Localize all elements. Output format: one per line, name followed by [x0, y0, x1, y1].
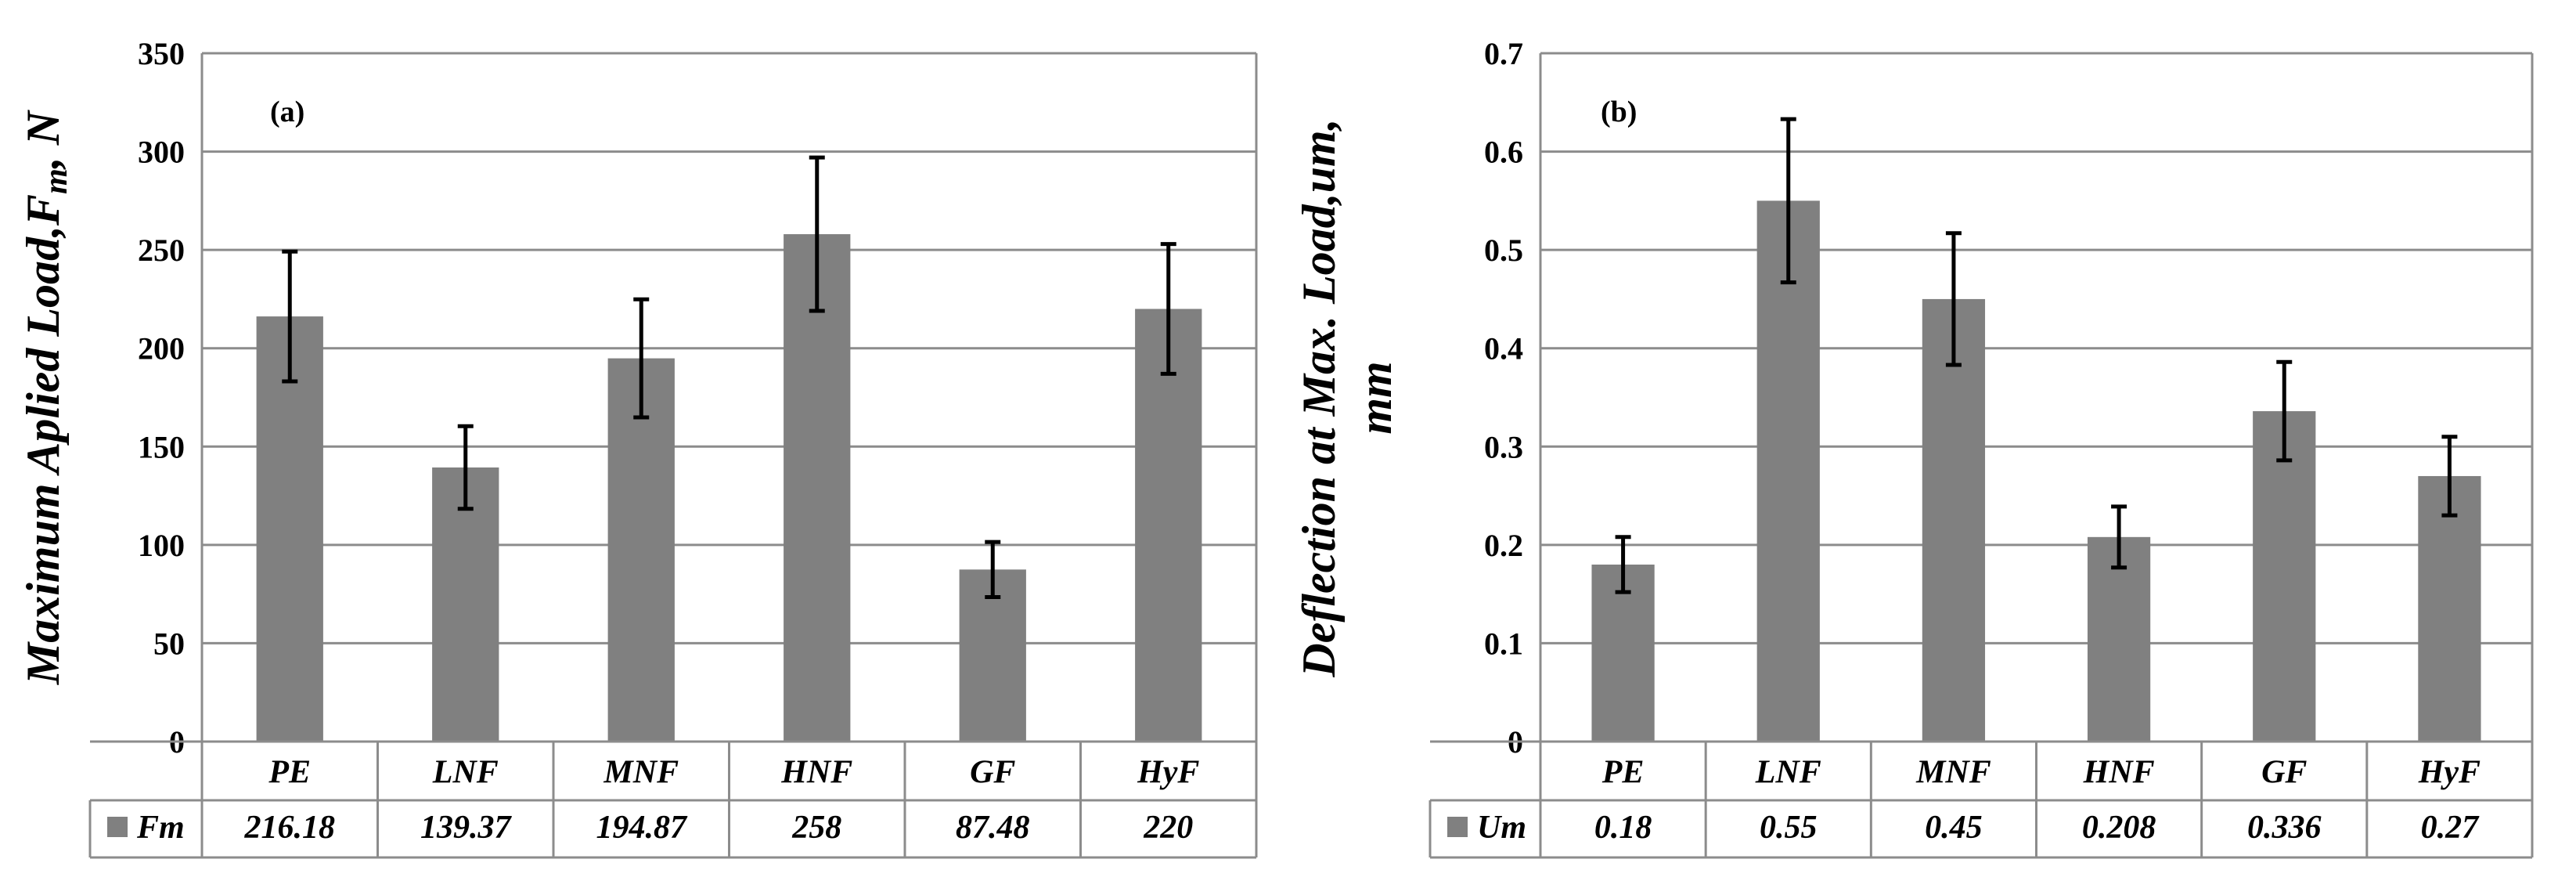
- y-tick-label: 0.3: [1484, 429, 1523, 464]
- category-label: LNF: [432, 755, 499, 791]
- panel-label: (b): [1601, 96, 1637, 128]
- bar-lnf: [432, 467, 499, 742]
- table-value-cell: 0.27: [2421, 810, 2481, 846]
- legend-swatch: [1447, 817, 1468, 837]
- table-value-cell: 0.336: [2247, 810, 2322, 846]
- y-tick-label: 350: [138, 36, 185, 71]
- category-label: PE: [1601, 755, 1645, 791]
- chart-panel-a: 050100150200250300350PE216.18LNF139.37MN…: [17, 36, 1258, 859]
- y-axis-title: Maximum Aplied Load,Fm, N: [17, 109, 74, 685]
- bar-hnf: [784, 234, 851, 742]
- table-value-cell: 0.55: [1760, 810, 1818, 846]
- legend-swatch: [107, 817, 128, 837]
- y-axis-title-line: mm: [1349, 361, 1401, 434]
- table-value-cell: 258: [791, 810, 841, 846]
- bar-mnf: [607, 358, 675, 742]
- table-value-cell: 0.45: [1925, 810, 1983, 846]
- category-label: LNF: [1755, 755, 1821, 791]
- bar-hnf: [2087, 536, 2151, 742]
- bar-lnf: [1756, 200, 1820, 742]
- y-tick-label: 250: [138, 233, 185, 268]
- category-label: HyF: [2418, 755, 2481, 791]
- category-label: HNF: [2083, 755, 2155, 791]
- y-tick-label: 150: [138, 429, 185, 464]
- y-tick-label: 0.5: [1484, 233, 1523, 268]
- category-label: HyF: [1137, 755, 1199, 791]
- y-tick-label: 100: [138, 528, 185, 563]
- y-tick-label: 200: [138, 331, 185, 366]
- y-tick-label: 0.4: [1484, 331, 1523, 366]
- bar-pe: [256, 316, 323, 742]
- category-label: HNF: [780, 755, 852, 791]
- y-axis-title-part: Maximum Aplied Load,F: [17, 194, 69, 685]
- table-value-cell: 139.37: [420, 810, 513, 846]
- y-tick-label: 0.2: [1484, 528, 1523, 563]
- table-value-cell: 0.18: [1594, 810, 1652, 846]
- legend-label: Um: [1477, 810, 1526, 846]
- table-value-cell: 194.87: [596, 810, 689, 846]
- y-tick-label: 0.1: [1484, 626, 1523, 661]
- bar-hyf: [1135, 309, 1202, 742]
- bar-mnf: [1922, 298, 1986, 742]
- y-tick-label: 50: [153, 626, 185, 661]
- table-value-cell: 220: [1143, 810, 1193, 846]
- category-label: GF: [2261, 755, 2307, 791]
- legend-label: Fm: [136, 810, 185, 846]
- y-tick-label: 0.6: [1484, 135, 1523, 170]
- y-tick-label: 0.7: [1484, 36, 1523, 71]
- y-axis-title-line: Deflection at Max. Load,um,: [1293, 118, 1345, 677]
- panel-label: (a): [270, 96, 304, 128]
- category-label: PE: [268, 755, 311, 791]
- category-label: GF: [970, 755, 1015, 791]
- bar-gf: [2253, 411, 2316, 742]
- y-axis-title-part: , N: [17, 109, 69, 170]
- table-value-cell: 216.18: [244, 810, 336, 846]
- table-value-cell: 0.208: [2082, 810, 2156, 846]
- y-axis-title: Deflection at Max. Load,um, mm: [1293, 118, 1401, 677]
- category-label: MNF: [603, 755, 679, 791]
- y-axis-title-part: m: [38, 168, 74, 194]
- category-label: MNF: [1915, 755, 1991, 791]
- chart-panel-b: 00.10.20.30.40.50.60.7PE0.18LNF0.55MNF0.…: [1293, 36, 2534, 859]
- y-tick-label: 300: [138, 135, 185, 170]
- bar-hyf: [2418, 475, 2481, 742]
- bar-pe: [1591, 564, 1655, 742]
- table-value-cell: 87.48: [956, 810, 1030, 846]
